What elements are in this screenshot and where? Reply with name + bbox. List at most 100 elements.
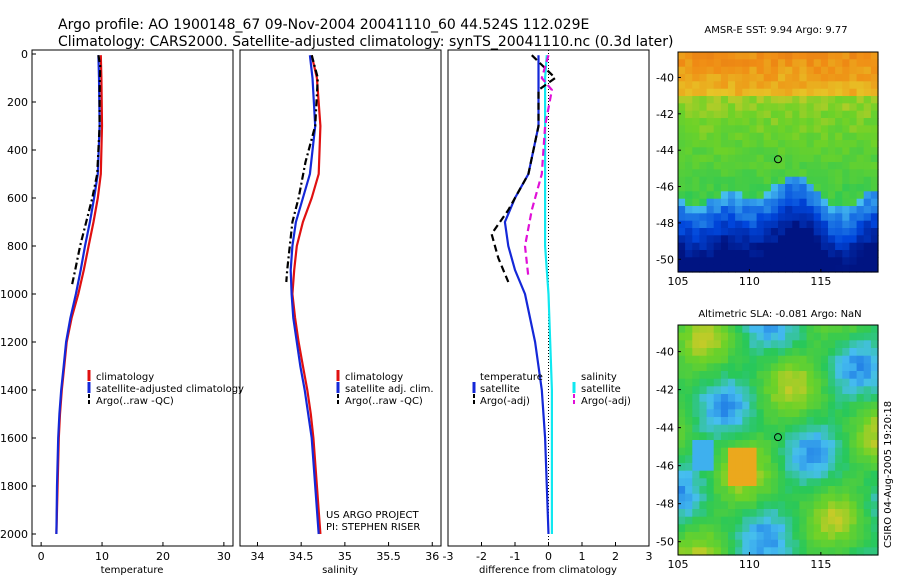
map-cell xyxy=(792,220,800,229)
map-cell xyxy=(806,463,815,472)
map-cell xyxy=(749,59,758,68)
map-cell xyxy=(720,539,729,548)
map-cell xyxy=(706,532,715,541)
map-cell xyxy=(770,132,779,141)
map-cell xyxy=(706,169,715,178)
map-cell xyxy=(742,417,750,426)
map-cell xyxy=(720,478,729,487)
map-cell xyxy=(749,184,758,192)
map-cell xyxy=(806,250,815,258)
map-cell xyxy=(828,66,836,75)
map-cell xyxy=(706,332,715,341)
map-cell xyxy=(778,59,786,68)
map-cell xyxy=(728,363,736,372)
x-tick-label: -3 xyxy=(443,550,454,563)
map-cell xyxy=(785,524,793,533)
map-cell xyxy=(799,486,808,495)
map-cell xyxy=(706,81,715,90)
map-cell xyxy=(749,154,758,163)
map-cell xyxy=(763,198,772,207)
series-line-sat xyxy=(289,55,320,535)
map-cell xyxy=(870,257,879,266)
series-line-sat xyxy=(55,55,101,535)
map-cell xyxy=(870,191,879,200)
map-cell xyxy=(742,88,750,97)
map-cell xyxy=(678,52,686,60)
map-cell xyxy=(842,447,850,456)
map-cell xyxy=(749,386,758,395)
map-cell xyxy=(713,52,722,60)
map-cell xyxy=(749,132,758,141)
map-cell xyxy=(692,394,700,403)
map-cell xyxy=(720,409,729,418)
map-cell xyxy=(778,501,786,510)
map-cell xyxy=(735,235,743,244)
map-cell xyxy=(828,154,836,163)
map-cell xyxy=(713,432,722,441)
map-cell xyxy=(870,509,879,518)
map-cell xyxy=(870,184,879,192)
map-cell xyxy=(720,463,729,472)
map-cell xyxy=(806,213,815,222)
map-cell xyxy=(692,176,700,185)
map-cell xyxy=(835,371,843,380)
temperature-panel: temperature 0 10 20 30020040060080010001200… xyxy=(0,48,234,576)
map-cell xyxy=(870,440,879,449)
map-cell xyxy=(813,132,822,141)
map-cell xyxy=(685,132,693,141)
map-cell xyxy=(792,118,800,126)
map-cell xyxy=(835,432,843,441)
map-cell xyxy=(678,409,686,418)
map-cell xyxy=(678,378,686,387)
map-cell xyxy=(720,440,729,449)
map-cell xyxy=(770,235,779,244)
map-cell xyxy=(828,332,836,341)
map-cell xyxy=(863,162,872,170)
map-cell xyxy=(742,340,750,349)
y-tick-label: 600 xyxy=(7,192,28,205)
map-cell xyxy=(813,424,822,433)
map-cell xyxy=(685,340,693,349)
map-cell xyxy=(713,103,722,112)
map-cell xyxy=(870,455,879,464)
map-cell xyxy=(678,110,686,119)
map-cell xyxy=(749,88,758,97)
map-cell xyxy=(720,242,729,251)
map-cell xyxy=(799,547,808,556)
map-cell xyxy=(720,332,729,341)
map-cell xyxy=(706,198,715,207)
map-cell xyxy=(792,409,800,418)
map-cell xyxy=(685,184,693,192)
map-cell xyxy=(828,228,836,236)
map-cell xyxy=(699,118,708,126)
map-cell xyxy=(685,74,693,82)
map-cell xyxy=(785,118,793,126)
map-cell xyxy=(720,417,729,426)
x-tick-label: 36 xyxy=(425,550,439,563)
map-cell xyxy=(756,220,765,229)
map-cell xyxy=(785,447,793,456)
map-cell xyxy=(835,363,843,372)
map-cell xyxy=(792,66,800,75)
map-cell xyxy=(763,191,772,200)
map-x-tick-label: 105 xyxy=(668,558,689,571)
map-cell xyxy=(863,88,872,97)
map-cell xyxy=(692,455,700,464)
map-cell xyxy=(806,184,815,192)
map-cell xyxy=(849,501,858,510)
map-cell xyxy=(820,220,829,229)
map-cell xyxy=(749,176,758,185)
map-cell xyxy=(678,524,686,533)
map-cell xyxy=(749,440,758,449)
map-cell xyxy=(828,348,836,357)
temperature-axes-box xyxy=(31,49,234,547)
map-cell xyxy=(763,220,772,229)
map-cell xyxy=(835,52,843,60)
map-cell xyxy=(720,524,729,533)
map-cell xyxy=(785,409,793,418)
map-cell xyxy=(699,478,708,487)
map-cell xyxy=(806,66,815,75)
map-x-tick-label: 110 xyxy=(739,558,760,571)
map-cell xyxy=(678,440,686,449)
map-cell xyxy=(856,440,865,449)
